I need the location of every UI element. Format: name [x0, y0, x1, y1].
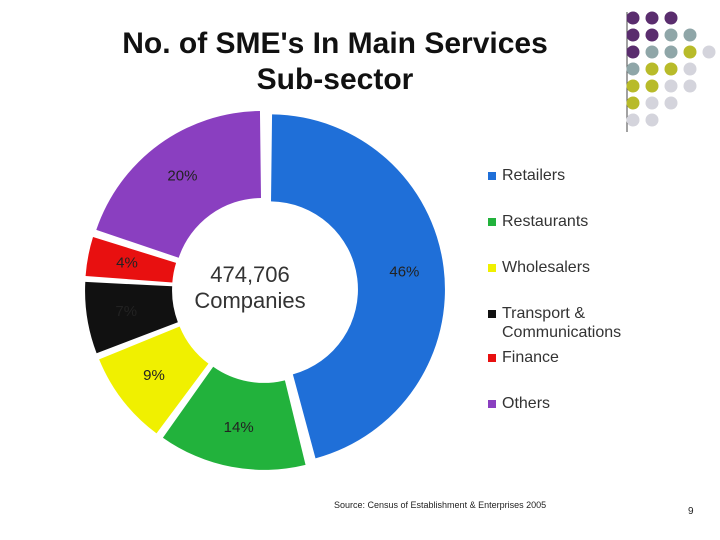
dot — [664, 28, 678, 42]
legend-item: Finance — [488, 348, 648, 367]
data-label: 20% — [167, 167, 197, 184]
slice — [96, 110, 262, 258]
legend-label: Transport & Communications — [502, 305, 622, 341]
legend-item: Others — [488, 394, 648, 413]
dot — [645, 79, 659, 93]
page-number: 9 — [688, 506, 694, 517]
legend-label: Wholesalers — [502, 259, 591, 276]
dot — [626, 28, 640, 42]
data-label: 46% — [389, 263, 419, 280]
legend-swatch — [488, 400, 496, 408]
dot — [626, 113, 640, 127]
dot — [664, 96, 678, 110]
legend-label: Others — [502, 395, 551, 412]
slice — [162, 366, 306, 470]
slice — [271, 114, 445, 459]
legend-swatch — [488, 218, 496, 226]
legend-label: Retailers — [502, 167, 566, 184]
legend: Retailers Restaurants Wholesalers Transport… — [488, 166, 648, 440]
legend-swatch — [488, 354, 496, 362]
data-label: 14% — [224, 419, 254, 436]
legend-label: Restaurants — [502, 213, 589, 230]
dot — [645, 28, 659, 42]
dot — [626, 62, 640, 76]
source: Source: Census of Establishment & Enterp… — [334, 500, 547, 510]
dot — [645, 62, 659, 76]
dot — [683, 62, 697, 76]
dot — [626, 96, 640, 110]
dot — [645, 11, 659, 25]
dot — [626, 11, 640, 25]
data-label: 9% — [143, 367, 165, 384]
legend-swatch — [488, 264, 496, 272]
legend-swatch — [488, 310, 496, 318]
dot — [664, 45, 678, 59]
dot — [664, 62, 678, 76]
dot — [626, 79, 640, 93]
dot — [645, 113, 659, 127]
dot — [664, 79, 678, 93]
legend-label: Finance — [502, 349, 559, 366]
slice — [85, 236, 177, 283]
legend-item: Wholesalers — [488, 258, 648, 277]
chart-title: No. of SME's In Main Services Sub-sector — [122, 27, 548, 96]
dot — [683, 45, 697, 59]
dot — [645, 45, 659, 59]
legend-swatch — [488, 172, 496, 180]
data-label: 7% — [115, 303, 137, 320]
slice — [85, 281, 178, 354]
legend-item: Restaurants — [488, 212, 648, 231]
dot — [683, 28, 697, 42]
dot — [645, 96, 659, 110]
legend-item: Retailers — [488, 166, 648, 185]
legend-item: Transport & Communications — [488, 304, 648, 342]
dot — [664, 11, 678, 25]
dot — [683, 79, 697, 93]
dot — [626, 45, 640, 59]
slice — [99, 326, 209, 434]
data-label: 4% — [116, 255, 138, 272]
center-label: 474,706 Companies — [194, 262, 306, 313]
dot — [702, 45, 716, 59]
